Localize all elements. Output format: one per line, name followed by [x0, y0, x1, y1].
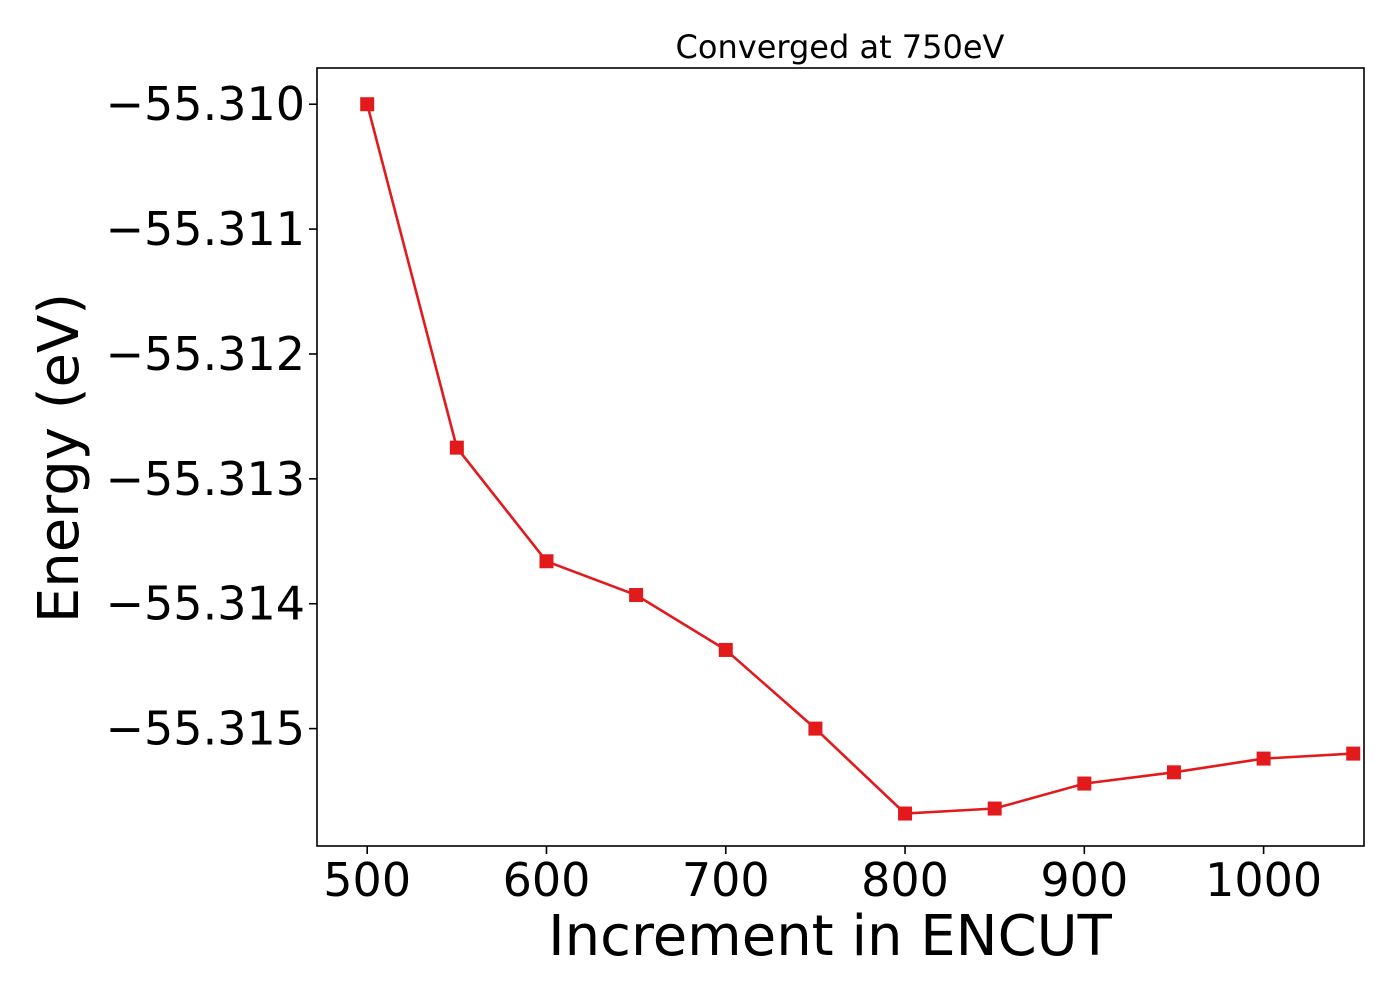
data-point-marker [1077, 776, 1092, 791]
data-point-marker [629, 587, 644, 602]
data-point-marker [1346, 746, 1361, 761]
y-tick-label: −55.311 [106, 202, 306, 256]
data-point-marker [360, 97, 375, 112]
y-tick-label: −55.310 [106, 77, 306, 131]
data-point-marker [718, 642, 733, 657]
x-tick-label: 800 [861, 853, 949, 907]
y-tick-label: −55.312 [106, 327, 306, 381]
y-axis-label: Energy (eV) [27, 293, 92, 623]
y-tick-label: −55.314 [106, 577, 306, 631]
x-tick-label: 1000 [1205, 853, 1322, 907]
data-point-marker [539, 554, 554, 569]
data-point-marker [1166, 765, 1181, 780]
x-tick-label: 600 [503, 853, 591, 907]
y-tick-label: −55.313 [106, 452, 306, 506]
axes-frame [316, 67, 1365, 847]
data-point-marker [808, 721, 823, 736]
x-tick-label: 500 [323, 853, 411, 907]
series-line [365, 103, 1354, 815]
data-point-marker [987, 801, 1002, 816]
plot-area: 500 600 700 800 900 1000 −55.310 −55.311 −55.312… [106, 67, 1365, 907]
x-tick-label: 900 [1040, 853, 1128, 907]
chart-title: Converged at 750eV [676, 28, 1005, 66]
y-tick-label: −55.315 [106, 702, 306, 756]
data-point-marker [449, 440, 464, 455]
data-point-marker [898, 806, 913, 821]
x-tick-label: 700 [682, 853, 770, 907]
data-point-marker [1256, 751, 1271, 766]
x-axis-label: Increment in ENCUT [548, 904, 1113, 969]
